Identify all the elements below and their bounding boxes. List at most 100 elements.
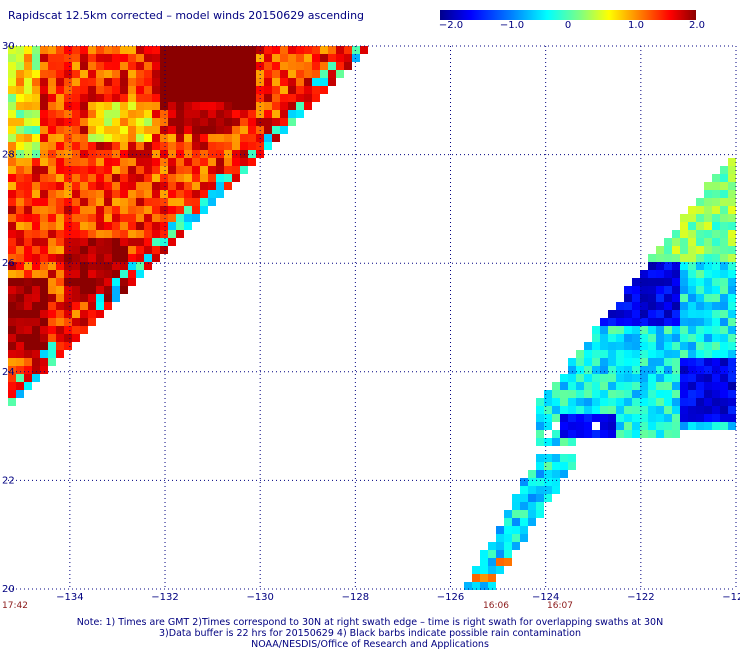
wind-cell xyxy=(40,134,48,142)
wind-cell xyxy=(504,510,512,518)
wind-cell xyxy=(608,414,616,422)
wind-cell xyxy=(696,326,704,334)
note-line-2: 3)Data buffer is 22 hrs for 20150629 4) … xyxy=(159,628,581,639)
wind-cell xyxy=(280,86,288,94)
wind-cell xyxy=(88,62,96,70)
wind-cell xyxy=(536,398,544,406)
wind-cell xyxy=(648,374,656,382)
wind-cell xyxy=(96,214,104,222)
wind-cell xyxy=(160,182,168,190)
wind-cell xyxy=(280,78,288,86)
wind-cell xyxy=(648,318,656,326)
wind-cell xyxy=(664,302,672,310)
wind-cell xyxy=(664,430,672,438)
wind-cell xyxy=(64,62,72,70)
wind-cell xyxy=(16,286,24,294)
wind-cell xyxy=(48,46,56,54)
wind-cell xyxy=(184,182,192,190)
wind-cell xyxy=(544,406,552,414)
wind-cell xyxy=(656,366,664,374)
wind-cell xyxy=(704,190,712,198)
wind-cell xyxy=(728,198,736,206)
wind-cell xyxy=(48,270,56,278)
wind-cell xyxy=(728,158,736,166)
wind-cell xyxy=(672,334,680,342)
wind-cell xyxy=(184,190,192,198)
wind-cell xyxy=(704,318,712,326)
wind-cell xyxy=(128,150,136,158)
wind-cell xyxy=(104,254,112,262)
wind-cell xyxy=(80,294,88,302)
wind-cell xyxy=(320,78,328,86)
wind-cell xyxy=(536,470,544,478)
wind-cell xyxy=(64,326,72,334)
wind-cell xyxy=(168,142,176,150)
wind-cell xyxy=(8,238,16,246)
wind-cell xyxy=(600,374,608,382)
wind-cell xyxy=(200,150,208,158)
wind-cell xyxy=(512,526,520,534)
wind-cell xyxy=(720,366,728,374)
wind-cell xyxy=(632,310,640,318)
wind-cell xyxy=(248,126,256,134)
wind-cell xyxy=(640,374,648,382)
wind-cell xyxy=(64,302,72,310)
wind-cell xyxy=(688,318,696,326)
wind-cell xyxy=(136,46,144,54)
wind-cell xyxy=(552,382,560,390)
wind-cell xyxy=(40,342,48,350)
wind-cell xyxy=(240,102,248,110)
wind-cell xyxy=(728,238,736,246)
wind-cell xyxy=(616,366,624,374)
wind-cell xyxy=(496,542,504,550)
wind-cell xyxy=(624,310,632,318)
wind-cell xyxy=(624,342,632,350)
wind-cell xyxy=(152,198,160,206)
wind-cell xyxy=(8,358,16,366)
wind-cell xyxy=(224,142,232,150)
wind-cell xyxy=(128,158,136,166)
wind-cell xyxy=(216,102,224,110)
wind-cell xyxy=(280,102,288,110)
wind-cell xyxy=(56,198,64,206)
wind-cell xyxy=(704,366,712,374)
wind-cell xyxy=(8,286,16,294)
wind-cell xyxy=(680,286,688,294)
wind-cell xyxy=(120,278,128,286)
wind-cell xyxy=(192,182,200,190)
wind-cell xyxy=(176,86,184,94)
wind-cell xyxy=(24,270,32,278)
wind-cell xyxy=(112,110,120,118)
wind-cell xyxy=(536,422,544,430)
wind-cell xyxy=(712,270,720,278)
wind-cell xyxy=(728,390,736,398)
wind-cell xyxy=(528,510,536,518)
wind-cell xyxy=(536,454,544,462)
wind-cell xyxy=(200,142,208,150)
wind-cell xyxy=(224,134,232,142)
wind-cell xyxy=(632,342,640,350)
wind-cell xyxy=(112,174,120,182)
wind-cell xyxy=(552,454,560,462)
wind-cell xyxy=(328,54,336,62)
wind-cell xyxy=(88,174,96,182)
wind-cell xyxy=(72,78,80,86)
wind-cell xyxy=(640,358,648,366)
wind-cell xyxy=(272,102,280,110)
wind-cell xyxy=(600,390,608,398)
wind-cell xyxy=(464,582,472,590)
wind-cell xyxy=(144,62,152,70)
wind-cell xyxy=(40,270,48,278)
wind-cell xyxy=(120,270,128,278)
wind-cell xyxy=(24,342,32,350)
wind-cell xyxy=(632,350,640,358)
wind-cell xyxy=(680,358,688,366)
wind-cell xyxy=(720,270,728,278)
wind-cell xyxy=(176,214,184,222)
wind-cell xyxy=(176,78,184,86)
latitude-tick-label: 24 xyxy=(2,367,15,378)
wind-cell xyxy=(136,158,144,166)
wind-cell xyxy=(704,390,712,398)
wind-cell xyxy=(696,414,704,422)
wind-cell xyxy=(16,134,24,142)
